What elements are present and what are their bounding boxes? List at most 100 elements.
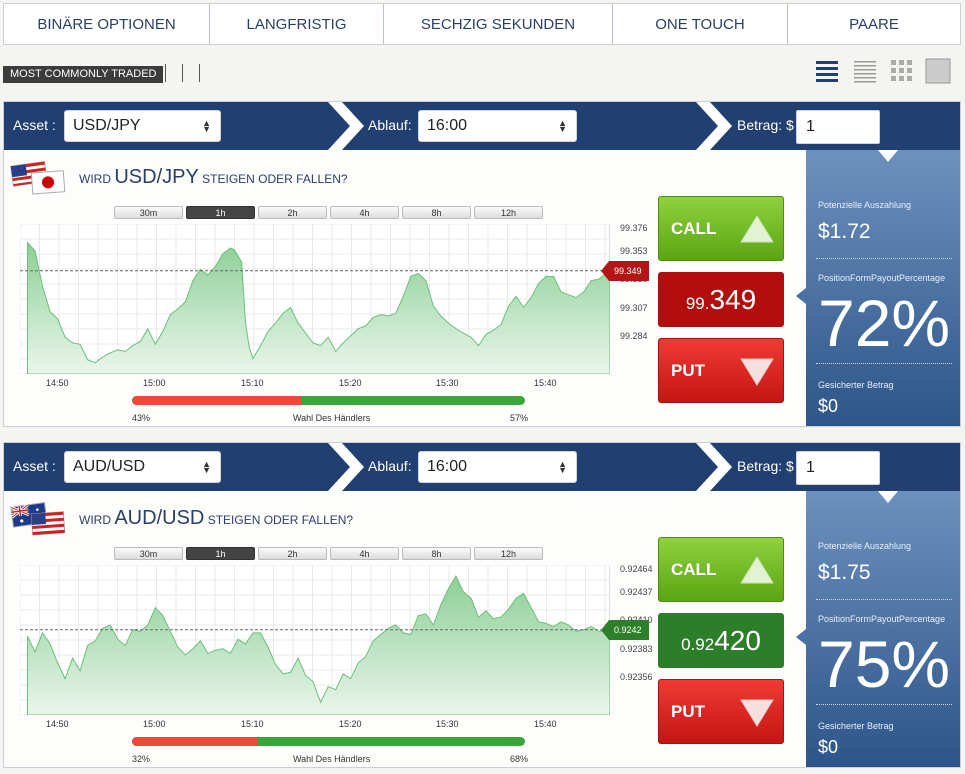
call-button[interactable]: CALL [658, 196, 784, 261]
tab-sechzig-sekunden[interactable]: SECHZIG SEKUNDEN [384, 4, 613, 44]
panel-header: Asset : USD/JPY ▲ ▼ Ablauf: 16:00 ▲ ▼ Betrag: $1 [4, 102, 960, 150]
expiry-select[interactable]: 16:00 ▲ ▼ [418, 451, 577, 483]
payout-percentage: 72% [818, 286, 951, 360]
expiry-select-value: 16:00 [427, 458, 468, 475]
expiry-select[interactable]: 16:00 ▲ ▼ [418, 110, 577, 142]
price-main: 349 [709, 284, 757, 315]
pair-question: WIRD USD/JPY STEIGEN ODER FALLEN? [79, 166, 348, 189]
current-price-label: 99.349 [614, 265, 642, 276]
x-axis-tick: 15:40 [534, 378, 557, 388]
tab-binare-optionen[interactable]: BINÄRE OPTIONEN [4, 4, 210, 44]
asset-label: Asset : [13, 458, 56, 474]
trading-panel-audusd: Asset : AUD/USD ▲ ▼ Ablauf: 16:00 ▲ ▼ Betrag: $1… [3, 442, 961, 768]
timeframe-button-12h[interactable]: 12h [474, 547, 543, 560]
divider [816, 363, 952, 364]
question-prefix: WIRD [79, 513, 111, 527]
tab-one-touch[interactable]: ONE TOUCH [613, 4, 788, 44]
put-button[interactable]: PUT [658, 679, 784, 744]
timeframe-button-30m[interactable]: 30m [114, 206, 183, 219]
sentiment-put-percent: 32% [132, 754, 151, 764]
asset-label: Asset : [13, 117, 56, 133]
call-button-label: CALL [671, 219, 717, 238]
current-price-display: 99.349 [658, 272, 784, 327]
separator [165, 64, 166, 82]
sentiment-call-percent: 68% [510, 754, 529, 764]
timeframe-button-8h[interactable]: 8h [402, 206, 471, 219]
filter-bar: MOST COMMONLY TRADED [3, 58, 961, 86]
amount-input[interactable]: 1 [796, 451, 880, 485]
asset-select[interactable]: AUD/USD ▲ ▼ [64, 451, 221, 483]
put-button[interactable]: PUT [658, 338, 784, 403]
trader-sentiment-bar [132, 737, 525, 746]
grid-view-icon[interactable] [889, 58, 915, 84]
divider [816, 258, 952, 259]
timeframe-button-2h[interactable]: 2h [258, 206, 327, 219]
current-price-tag: 99.349 [601, 260, 649, 281]
secured-caption: Gesicherter Betrag [818, 721, 894, 731]
tab-paare[interactable]: PAARE [849, 15, 899, 33]
payout-caption: Potenzielle Auszahlung [818, 541, 912, 551]
y-axis-tick: 0.92464 [620, 564, 653, 574]
panel-header: Asset : AUD/USD ▲ ▼ Ablauf: 16:00 ▲ ▼ Betrag: $1 [4, 443, 960, 491]
header-divider-arrow [328, 443, 364, 496]
payout-value: $1.75 [818, 561, 871, 584]
most-commonly-traded-filter[interactable]: MOST COMMONLY TRADED [3, 66, 164, 83]
payout-value: $1.72 [818, 220, 871, 243]
asset-select-value: USD/JPY [73, 117, 141, 134]
price-series-area [27, 575, 610, 715]
currency-flag-icon [10, 160, 68, 201]
question-pair: AUD/USD [114, 507, 205, 529]
x-axis-tick: 15:40 [534, 719, 557, 729]
question-prefix: WIRD [79, 172, 111, 186]
separator [199, 64, 200, 82]
y-axis-tick: 99.353 [620, 246, 648, 256]
amount-notch [878, 150, 898, 162]
timeframe-button-4h[interactable]: 4h [330, 206, 399, 219]
x-axis-tick: 15:20 [339, 719, 362, 729]
tab-langfristig[interactable]: LANGFRISTIG [210, 4, 384, 44]
timeframe-button-12h[interactable]: 12h [474, 206, 543, 219]
chevron-up-down-icon: ▲ ▼ [202, 118, 211, 134]
payout-percentage: 75% [818, 627, 951, 701]
price-chart [20, 565, 610, 715]
current-price-display: 0.92420 [658, 613, 784, 668]
price-chart [20, 224, 610, 374]
timeframe-button-30m[interactable]: 30m [114, 547, 183, 560]
call-button[interactable]: CALL [658, 537, 784, 602]
asset-select[interactable]: USD/JPY ▲ ▼ [64, 110, 221, 142]
x-axis-tick: 15:10 [241, 719, 264, 729]
expiry-label: Ablauf: [368, 458, 412, 474]
y-axis-tick: 0.92356 [620, 672, 653, 682]
triangle-down-icon [739, 698, 775, 733]
sidebar-pointer [796, 629, 806, 645]
sidebar-pointer [796, 288, 806, 304]
single-view-icon[interactable] [925, 58, 951, 84]
timeframe-button-8h[interactable]: 8h [402, 547, 471, 560]
sentiment-call-percent: 57% [510, 413, 529, 423]
chevron-up-down-icon: ▲ ▼ [558, 118, 567, 134]
timeframe-button-1h[interactable]: 1h [186, 547, 255, 560]
trading-panel-usdjpy: Asset : USD/JPY ▲ ▼ Ablauf: 16:00 ▲ ▼ Betrag: $1… [3, 101, 961, 427]
price-prefix: 99. [685, 294, 710, 313]
sentiment-caption: Wahl Des Händlers [293, 754, 371, 764]
timeframe-button-2h[interactable]: 2h [258, 547, 327, 560]
y-axis-tick: 99.284 [620, 331, 648, 341]
compact-list-icon[interactable] [852, 58, 878, 84]
payout-caption: Potenzielle Auszahlung [818, 200, 912, 210]
secured-value: $0 [818, 396, 839, 416]
asset-select-value: AUD/USD [73, 458, 146, 475]
current-price-tag: 0.9242 [601, 619, 649, 640]
x-axis-tick: 15:30 [436, 378, 459, 388]
list-view-icon[interactable] [814, 58, 840, 84]
header-divider-arrow [696, 443, 732, 496]
chevron-up-down-icon: ▲ ▼ [558, 459, 567, 475]
question-suffix: STEIGEN ODER FALLEN? [207, 513, 354, 527]
x-axis-tick: 15:20 [339, 378, 362, 388]
expiry-label: Ablauf: [368, 117, 412, 133]
timeframe-button-1h[interactable]: 1h [186, 206, 255, 219]
x-axis-tick: 15:30 [436, 719, 459, 729]
amount-input[interactable]: 1 [796, 110, 880, 144]
timeframe-button-4h[interactable]: 4h [330, 547, 399, 560]
amount-label: Betrag: $ [737, 117, 794, 133]
secured-value: $0 [818, 737, 839, 757]
